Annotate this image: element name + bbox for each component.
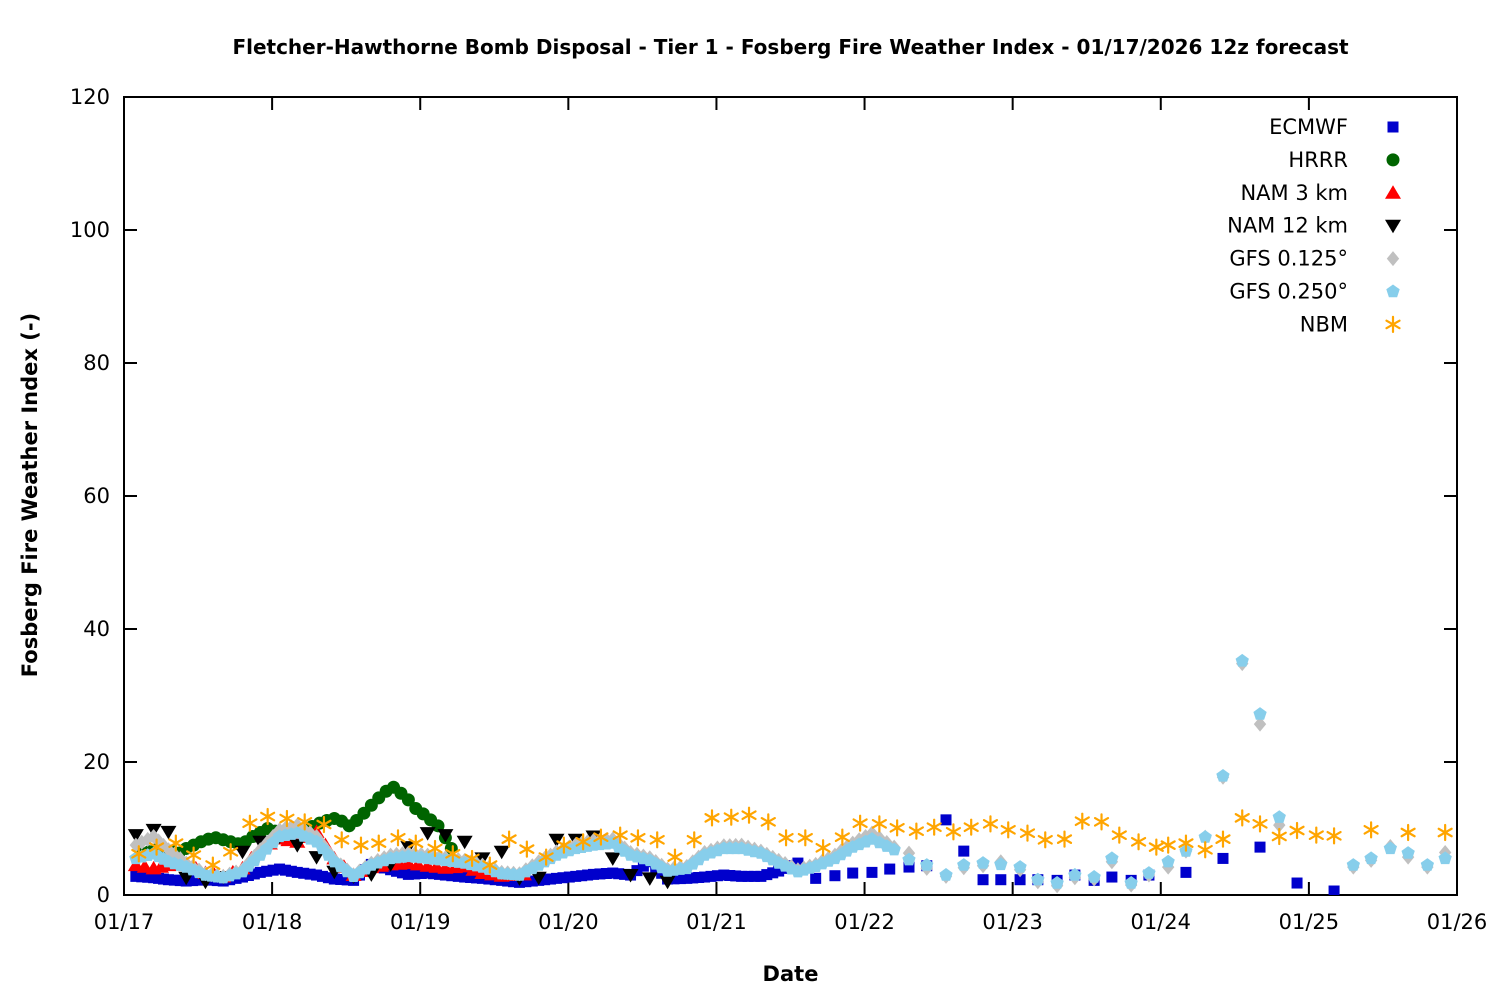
legend-label: NAM 12 km xyxy=(1227,214,1348,238)
y-tick-label: 80 xyxy=(83,351,110,375)
y-tick-label: 120 xyxy=(70,85,110,109)
legend-label: NBM xyxy=(1300,312,1348,336)
legend-item-gfs-0-250: GFS 0.250° xyxy=(1229,280,1400,304)
x-tick-label: 01/17 xyxy=(94,910,155,934)
x-tick-label: 01/22 xyxy=(834,910,895,934)
legend-marker-pentagon xyxy=(1386,284,1400,298)
legend-item-nam-12-km: NAM 12 km xyxy=(1227,214,1401,238)
series-gfs-0-250 xyxy=(129,653,1452,889)
x-tick-labels: 01/17 01/18 01/19 01/20 01/21 01/22 01/23 01/24… xyxy=(94,910,1488,934)
x-tick-label: 01/18 xyxy=(242,910,303,934)
x-tick-label: 01/26 xyxy=(1427,910,1488,934)
y-tick-label: 20 xyxy=(83,750,110,774)
legend-label: NAM 3 km xyxy=(1240,181,1348,205)
legend-label: GFS 0.250° xyxy=(1229,280,1348,304)
y-axis-label: Fosberg Fire Weather Index (-) xyxy=(18,312,42,678)
plot-border xyxy=(123,96,1458,896)
legend-item-nam-3-km: NAM 3 km xyxy=(1240,181,1401,205)
y-tick-labels: 0 20 40 60 80 100 120 xyxy=(70,85,110,907)
legend-marker-triangle-down xyxy=(1385,219,1401,234)
legend-label: GFS 0.125° xyxy=(1229,247,1348,271)
legend-label: ECMWF xyxy=(1269,115,1348,139)
legend-marker-triangle-up xyxy=(1385,185,1401,199)
legend: ECMWF HRRR NAM 3 km NAM 12 km GFS 0.125° GFS … xyxy=(1227,115,1401,336)
legend-item-ecmwf: ECMWF xyxy=(1269,115,1399,139)
x-tick-label: 01/20 xyxy=(538,910,599,934)
x-ticks xyxy=(123,97,1458,895)
x-tick-label: 01/19 xyxy=(390,910,451,934)
x-tick-label: 01/25 xyxy=(1279,910,1340,934)
legend-marker-asterisk xyxy=(1385,315,1401,333)
x-tick-label: 01/24 xyxy=(1131,910,1192,934)
y-tick-label: 0 xyxy=(97,883,110,907)
series-layer xyxy=(127,653,1453,895)
x-tick-label: 01/23 xyxy=(982,910,1043,934)
chart-title: Fletcher-Hawthorne Bomb Disposal - Tier … xyxy=(232,35,1349,59)
legend-marker-square xyxy=(1387,121,1399,133)
legend-item-gfs-0-125: GFS 0.125° xyxy=(1229,247,1400,271)
legend-item-nbm: NBM xyxy=(1300,312,1401,336)
legend-marker-circle xyxy=(1386,153,1400,167)
series-nbm xyxy=(131,806,1453,874)
x-axis-label: Date xyxy=(762,962,819,986)
y-tick-label: 100 xyxy=(70,218,110,242)
legend-label: HRRR xyxy=(1288,148,1348,172)
y-tick-label: 40 xyxy=(83,617,110,641)
y-tick-label: 60 xyxy=(83,484,110,508)
legend-item-hrrr: HRRR xyxy=(1288,148,1400,172)
legend-marker-diamond xyxy=(1386,251,1400,267)
x-tick-label: 01/21 xyxy=(686,910,747,934)
